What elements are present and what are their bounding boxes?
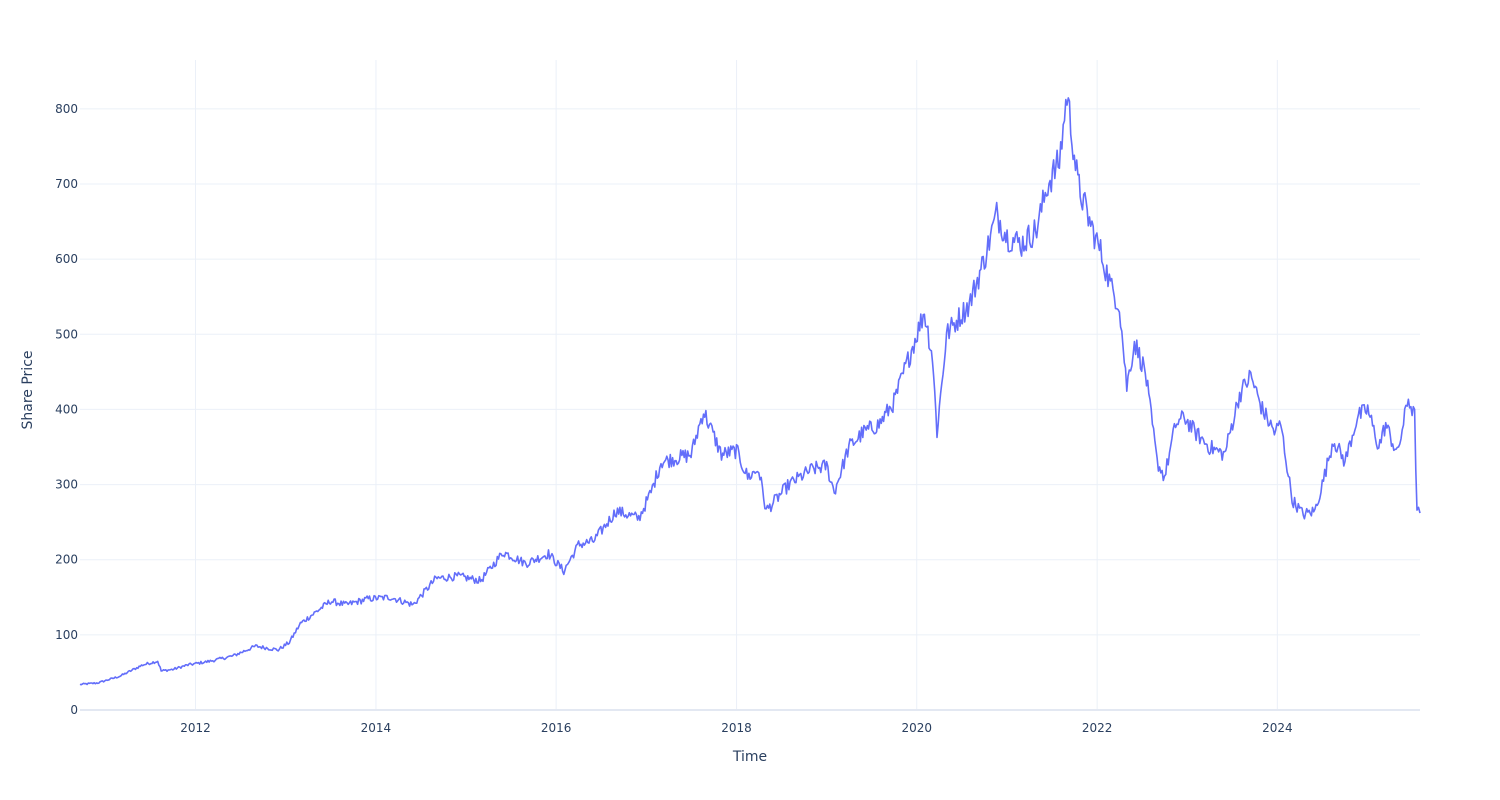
gridlines xyxy=(80,60,1420,711)
y-tick-label: 700 xyxy=(55,177,78,191)
x-tick-label: 2024 xyxy=(1262,721,1293,735)
y-tick-label: 800 xyxy=(55,102,78,116)
y-tick-label: 100 xyxy=(55,628,78,642)
price-series-line xyxy=(79,97,1421,686)
y-tick-label: 0 xyxy=(70,703,78,717)
y-axis-title: Share Price xyxy=(20,350,36,429)
plot-area xyxy=(79,97,1421,686)
y-tick-label: 300 xyxy=(55,478,78,492)
x-tick-label: 2016 xyxy=(541,721,572,735)
y-tick-label: 600 xyxy=(55,252,78,266)
x-tick-label: 2020 xyxy=(901,721,932,735)
x-axis-title: Time xyxy=(732,749,767,765)
y-axis-tick-labels: 0 100 200 300 400 500 600 700 800 xyxy=(55,102,78,717)
x-tick-label: 2022 xyxy=(1082,721,1113,735)
x-axis-tick-labels: 2012 2014 2016 2018 2020 2022 2024 xyxy=(180,721,1292,735)
y-tick-label: 200 xyxy=(55,553,78,567)
y-tick-label: 500 xyxy=(55,327,78,341)
x-tick-label: 2014 xyxy=(361,721,392,735)
x-tick-label: 2012 xyxy=(180,721,211,735)
y-tick-label: 400 xyxy=(55,402,78,416)
x-tick-label: 2018 xyxy=(721,721,752,735)
